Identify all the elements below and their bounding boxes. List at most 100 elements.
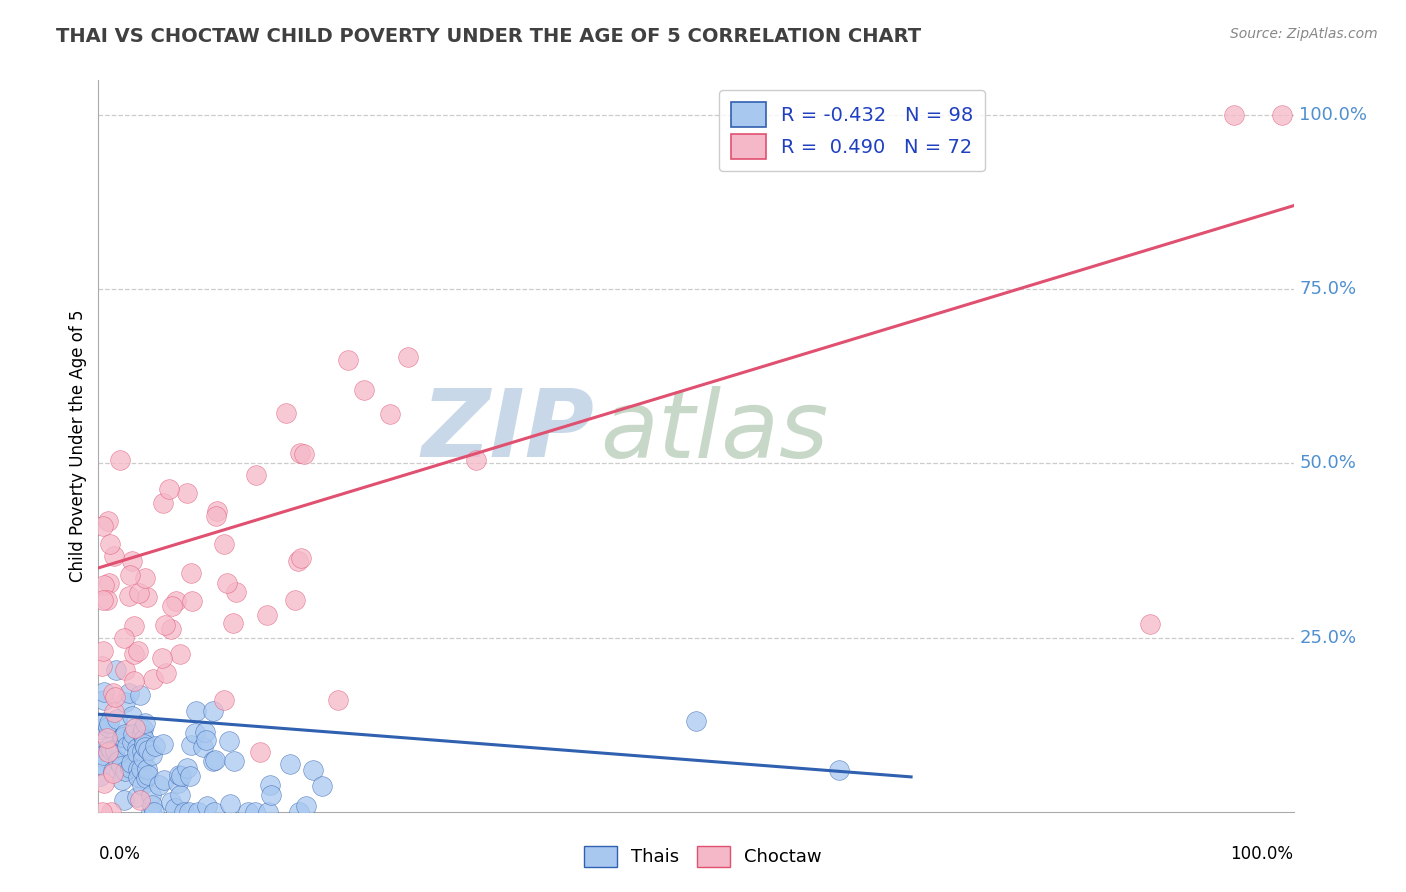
Point (218, 734, 240, 748)
Text: 25.0%: 25.0% (1299, 629, 1357, 647)
Point (145, 739, 167, 754)
Point (103, 549, 125, 563)
Point (131, 744, 153, 758)
Text: Source: ZipAtlas.com: Source: ZipAtlas.com (1230, 27, 1378, 41)
Point (294, 447, 316, 461)
Point (141, 748, 163, 763)
Point (141, 789, 163, 803)
Point (157, 482, 180, 496)
Point (170, 769, 193, 783)
Point (201, 754, 224, 768)
Point (89, 723, 111, 737)
Point (205, 504, 228, 518)
Point (114, 764, 136, 778)
Point (288, 446, 311, 460)
Point (89, 769, 111, 783)
Point (91, 758, 114, 772)
Point (1139, 616, 1161, 631)
Point (222, 754, 245, 768)
Point (136, 743, 159, 757)
Point (165, 801, 187, 815)
Point (114, 727, 136, 741)
Point (378, 407, 401, 421)
Point (135, 771, 157, 785)
Point (101, 686, 124, 700)
Point (127, 770, 149, 784)
Point (396, 350, 419, 364)
Point (131, 726, 153, 740)
Point (118, 761, 141, 775)
Point (93, 693, 115, 707)
Point (136, 591, 159, 605)
Point (118, 589, 141, 603)
Point (142, 805, 165, 819)
Point (280, 756, 302, 771)
Point (249, 745, 271, 759)
Point (142, 672, 165, 686)
Point (91, 748, 114, 763)
Point (91, 805, 114, 819)
Point (105, 712, 128, 726)
Point (1223, 108, 1246, 122)
Point (173, 805, 195, 819)
Text: THAI VS CHOCTAW CHILD POVERTY UNDER THE AGE OF 5 CORRELATION CHART: THAI VS CHOCTAW CHILD POVERTY UNDER THE … (56, 27, 921, 45)
Point (259, 778, 281, 792)
Point (152, 737, 174, 751)
Point (169, 647, 191, 661)
Point (153, 617, 176, 632)
Point (110, 772, 132, 787)
Point (97, 745, 120, 759)
Point (150, 651, 173, 665)
Point (336, 353, 359, 368)
Point (274, 406, 297, 420)
Point (132, 732, 155, 747)
Text: 75.0%: 75.0% (1299, 280, 1357, 298)
Point (202, 805, 225, 819)
Point (112, 793, 135, 807)
Point (295, 799, 318, 814)
Point (148, 778, 170, 792)
Point (219, 797, 242, 812)
Point (129, 762, 152, 776)
Point (110, 759, 132, 773)
Point (257, 805, 280, 819)
Point (162, 599, 184, 614)
Point (160, 622, 183, 636)
Point (115, 739, 138, 753)
Point (245, 468, 267, 483)
Point (131, 778, 153, 792)
Point (104, 743, 127, 757)
Point (311, 779, 333, 793)
Point (135, 763, 157, 777)
Point (100, 805, 122, 819)
Point (176, 486, 198, 500)
Point (128, 586, 150, 600)
Point (134, 739, 156, 754)
Point (176, 761, 198, 775)
Point (121, 735, 143, 749)
Point (685, 714, 707, 728)
Point (129, 793, 152, 807)
Point (98, 537, 121, 551)
Point (828, 763, 851, 777)
Point (212, 536, 235, 550)
Point (103, 705, 125, 719)
Point (153, 773, 176, 788)
Point (120, 756, 142, 770)
Point (134, 716, 156, 731)
Point (141, 805, 163, 819)
Point (1271, 108, 1294, 122)
Point (90, 744, 112, 758)
Point (125, 740, 148, 755)
Point (93, 776, 115, 790)
Text: 0.0%: 0.0% (98, 845, 141, 863)
Point (152, 496, 174, 510)
Point (96, 731, 118, 745)
Point (122, 647, 145, 661)
Point (134, 571, 156, 585)
Point (155, 665, 177, 680)
Point (108, 453, 131, 467)
Point (326, 693, 349, 707)
Point (287, 554, 309, 568)
Point (256, 608, 278, 623)
